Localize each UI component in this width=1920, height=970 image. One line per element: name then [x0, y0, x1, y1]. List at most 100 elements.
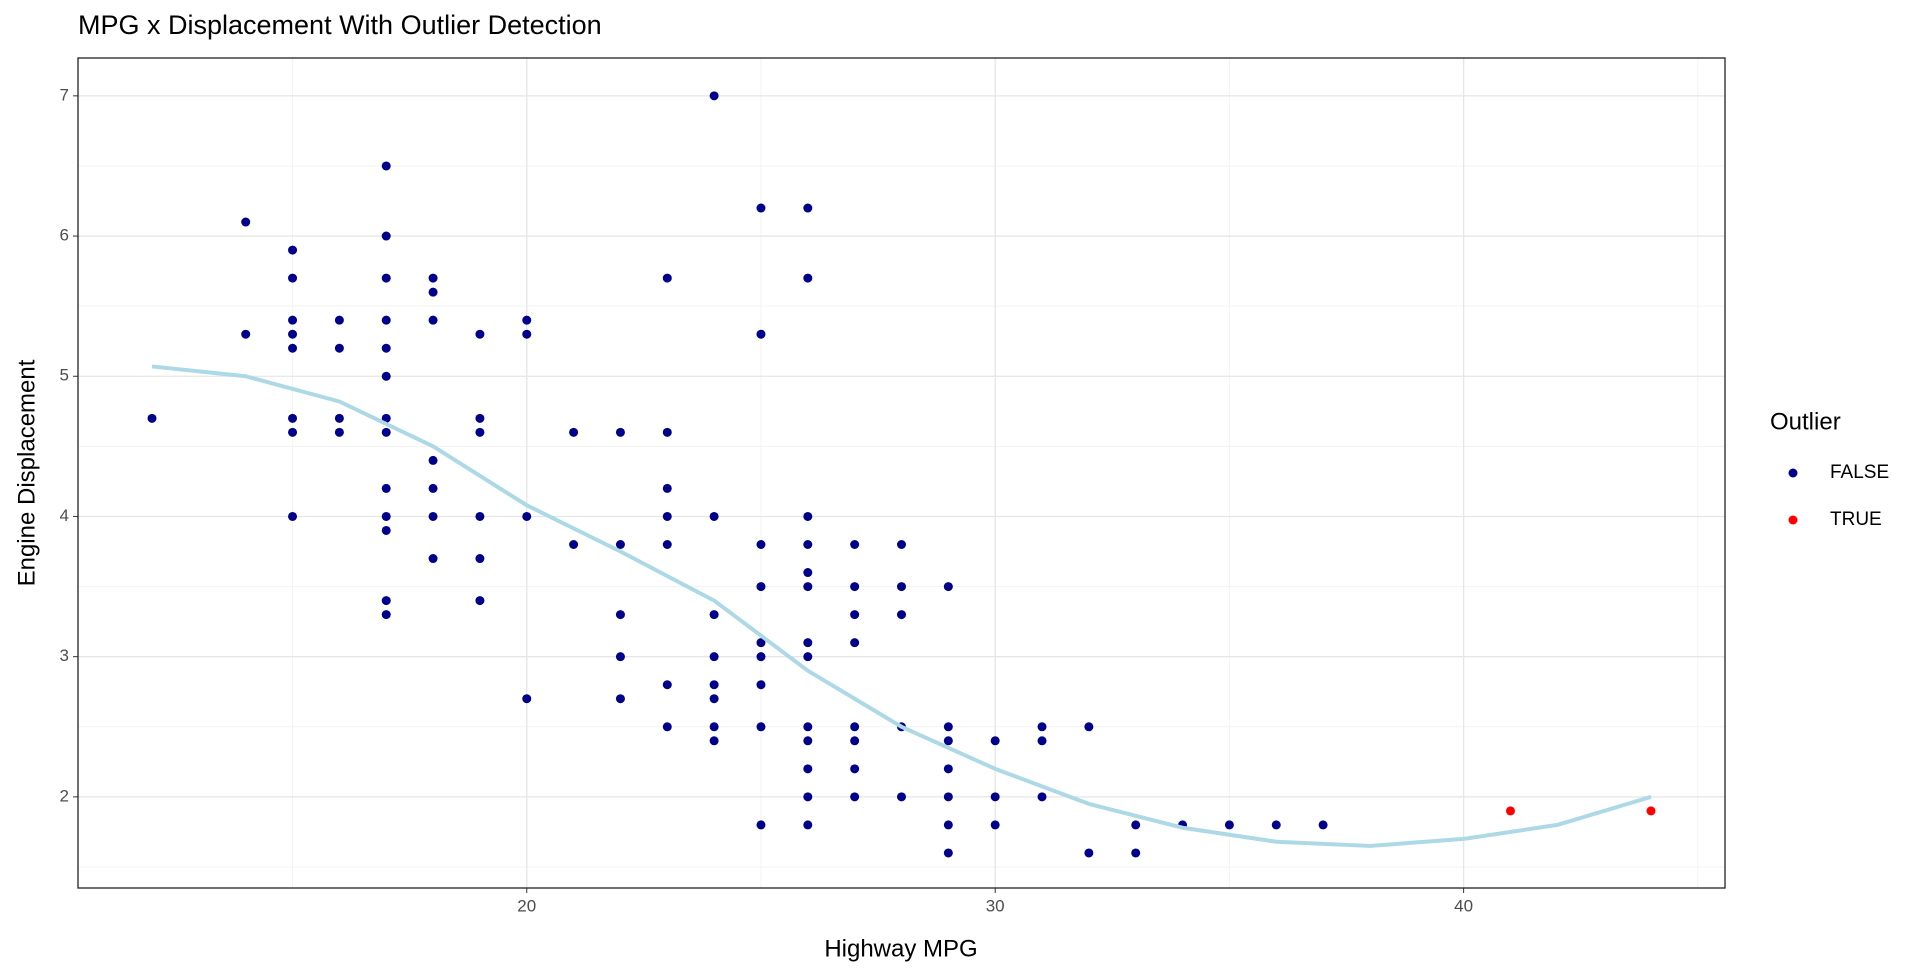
point: [850, 792, 860, 802]
point: [288, 511, 298, 521]
point: [943, 582, 953, 592]
point: [803, 582, 813, 592]
point: [709, 722, 719, 732]
point: [756, 722, 766, 732]
x-axis-label: Highway MPG: [824, 935, 977, 962]
point: [428, 455, 438, 465]
point: [803, 736, 813, 746]
point: [803, 764, 813, 774]
point: [475, 596, 485, 606]
x-tick-label: 20: [517, 896, 536, 915]
point: [522, 694, 532, 704]
point: [850, 540, 860, 550]
trend-line: [151, 364, 1652, 848]
point: [475, 329, 485, 339]
point: [615, 694, 625, 704]
point: [662, 427, 672, 437]
point: [709, 694, 719, 704]
point: [615, 427, 625, 437]
point: [1037, 736, 1047, 746]
point: [897, 540, 906, 550]
point: [288, 343, 298, 353]
point: [897, 582, 906, 592]
point: [615, 610, 625, 620]
point: [662, 540, 672, 550]
point: [147, 413, 157, 423]
point: [475, 413, 485, 423]
point: [897, 610, 906, 620]
point: [381, 427, 391, 437]
point: [475, 427, 485, 437]
y-tick-label: 2: [60, 786, 69, 805]
point: [709, 610, 719, 620]
point: [381, 343, 391, 353]
point: [662, 680, 672, 690]
point: [381, 273, 391, 283]
y-tick-label: 3: [60, 646, 69, 665]
point: [428, 554, 438, 564]
point: [756, 680, 766, 690]
y-axis-label: Engine Displacement: [13, 359, 40, 586]
point: [943, 722, 953, 732]
point: [1505, 806, 1515, 816]
legend-label: FALSE: [1830, 462, 1889, 483]
point: [897, 792, 906, 802]
point: [943, 848, 953, 858]
point: [334, 315, 344, 325]
point: [381, 483, 391, 493]
legend-marker: [1788, 515, 1798, 525]
point: [662, 511, 672, 521]
point: [709, 736, 719, 746]
point: [381, 413, 391, 423]
point: [288, 427, 298, 437]
point: [1131, 820, 1141, 830]
point: [1037, 722, 1047, 732]
point: [241, 217, 251, 227]
point: [522, 315, 532, 325]
point: [850, 736, 860, 746]
point: [662, 722, 672, 732]
point: [334, 413, 344, 423]
point: [569, 540, 579, 550]
point: [334, 427, 344, 437]
point: [990, 820, 1000, 830]
point: [943, 792, 953, 802]
point: [428, 273, 438, 283]
point: [756, 652, 766, 662]
point: [709, 91, 719, 101]
point: [522, 511, 532, 521]
point: [709, 680, 719, 690]
point: [803, 638, 813, 648]
point: [381, 371, 391, 381]
point: [850, 764, 860, 774]
point: [1084, 848, 1094, 858]
legend-label: TRUE: [1830, 509, 1882, 530]
point: [288, 329, 298, 339]
point: [803, 652, 813, 662]
point: [803, 568, 813, 578]
point: [288, 273, 298, 283]
point: [569, 427, 579, 437]
point: [381, 315, 391, 325]
point: [756, 820, 766, 830]
point: [756, 582, 766, 592]
x-tick-label: 30: [986, 896, 1005, 915]
point: [428, 483, 438, 493]
point: [850, 582, 860, 592]
point: [615, 652, 625, 662]
point: [381, 610, 391, 620]
point: [990, 736, 1000, 746]
point: [803, 540, 813, 550]
y-tick-label: 4: [60, 506, 69, 525]
point: [756, 329, 766, 339]
point: [1084, 722, 1094, 732]
point: [756, 540, 766, 550]
point: [990, 792, 1000, 802]
y-tick-label: 7: [60, 85, 69, 104]
point: [850, 722, 860, 732]
point: [615, 540, 625, 550]
point: [803, 203, 813, 213]
y-tick-label: 5: [60, 366, 69, 385]
point: [475, 511, 485, 521]
